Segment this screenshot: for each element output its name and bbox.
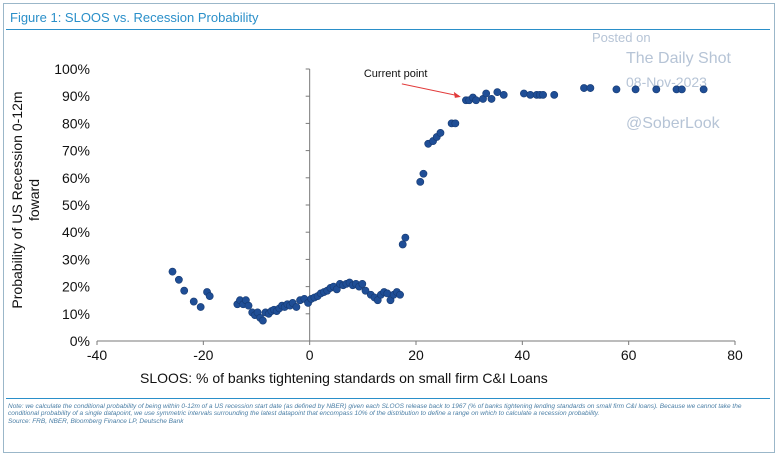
annotation-arrow-line (401, 83, 459, 97)
footnote-block: Note: we calculate the conditional proba… (8, 403, 768, 425)
scatter-chart: -40 -20 0 20 40 60 80 0% 10% 20% 30% 40% 50% 60% 70% 80… (54, 61, 743, 363)
figure-frame (3, 3, 775, 453)
data-point (436, 129, 445, 137)
x-tick-label: 60 (621, 347, 637, 363)
title-rule (6, 29, 770, 30)
data-point (631, 85, 640, 94)
note-rule (6, 398, 770, 399)
data-point (205, 292, 214, 301)
watermark-source: The Daily Shot (626, 50, 731, 67)
data-point (416, 177, 425, 186)
data-point (174, 275, 183, 284)
y-tick-label: 70% (62, 143, 90, 159)
data-point (383, 289, 392, 298)
footnote: Note: we calculate the conditional proba… (8, 403, 742, 418)
data-point (677, 85, 686, 94)
source-note: Source: FRB, NBER, Bloomberg Finance LP,… (8, 417, 184, 425)
data-point (472, 96, 480, 105)
y-tick-label: 80% (62, 115, 90, 131)
data-point (499, 90, 508, 99)
data-point (487, 95, 496, 103)
x-tick-label: 20 (408, 347, 424, 363)
data-point (482, 89, 491, 98)
x-axis-label: SLOOS: % of banks tightening standards o… (140, 370, 548, 386)
y-tick-label: 100% (54, 61, 90, 77)
x-tick-label: -40 (87, 347, 107, 363)
data-point (244, 301, 253, 310)
y-tick-label: 40% (62, 224, 90, 240)
watermark-posted: Posted on (592, 30, 651, 45)
y-tick-label: 10% (62, 306, 90, 322)
data-point (358, 279, 367, 288)
data-point (612, 85, 621, 94)
x-tick-label: 0 (306, 347, 314, 363)
data-point (196, 303, 205, 311)
data-point (520, 89, 528, 98)
y-tick-label: 50% (62, 197, 90, 213)
data-point (168, 267, 177, 276)
data-point (652, 85, 661, 94)
data-point (401, 233, 410, 242)
y-tick-label: 90% (62, 88, 90, 104)
y-tick-label: 20% (62, 279, 90, 295)
data-point (550, 90, 559, 99)
y-tick-label: 0% (70, 333, 90, 349)
x-tick-label: 80 (727, 347, 743, 363)
data-point (539, 90, 547, 99)
y-tick-label: 60% (62, 170, 90, 186)
data-point (180, 286, 189, 295)
data-point (586, 84, 595, 92)
watermark-handle: @SoberLook (626, 115, 720, 132)
data-point (361, 286, 370, 295)
data-point (398, 240, 407, 249)
data-point (699, 85, 708, 94)
figure-title: Figure 1: SLOOS vs. Recession Probabilit… (10, 10, 259, 25)
data-point (396, 290, 404, 299)
data-point (258, 316, 267, 325)
annotation-arrow-head (453, 91, 461, 98)
annotation-label: Current point (364, 68, 428, 80)
data-point (189, 297, 198, 306)
y-tick-label: 30% (62, 251, 90, 267)
x-tick-label: 40 (515, 347, 531, 363)
data-point (419, 169, 428, 178)
data-point (451, 119, 460, 128)
watermark-date: 08-Nov-2023 (626, 74, 707, 90)
data-point (292, 303, 301, 311)
x-tick-label: -20 (193, 347, 213, 363)
